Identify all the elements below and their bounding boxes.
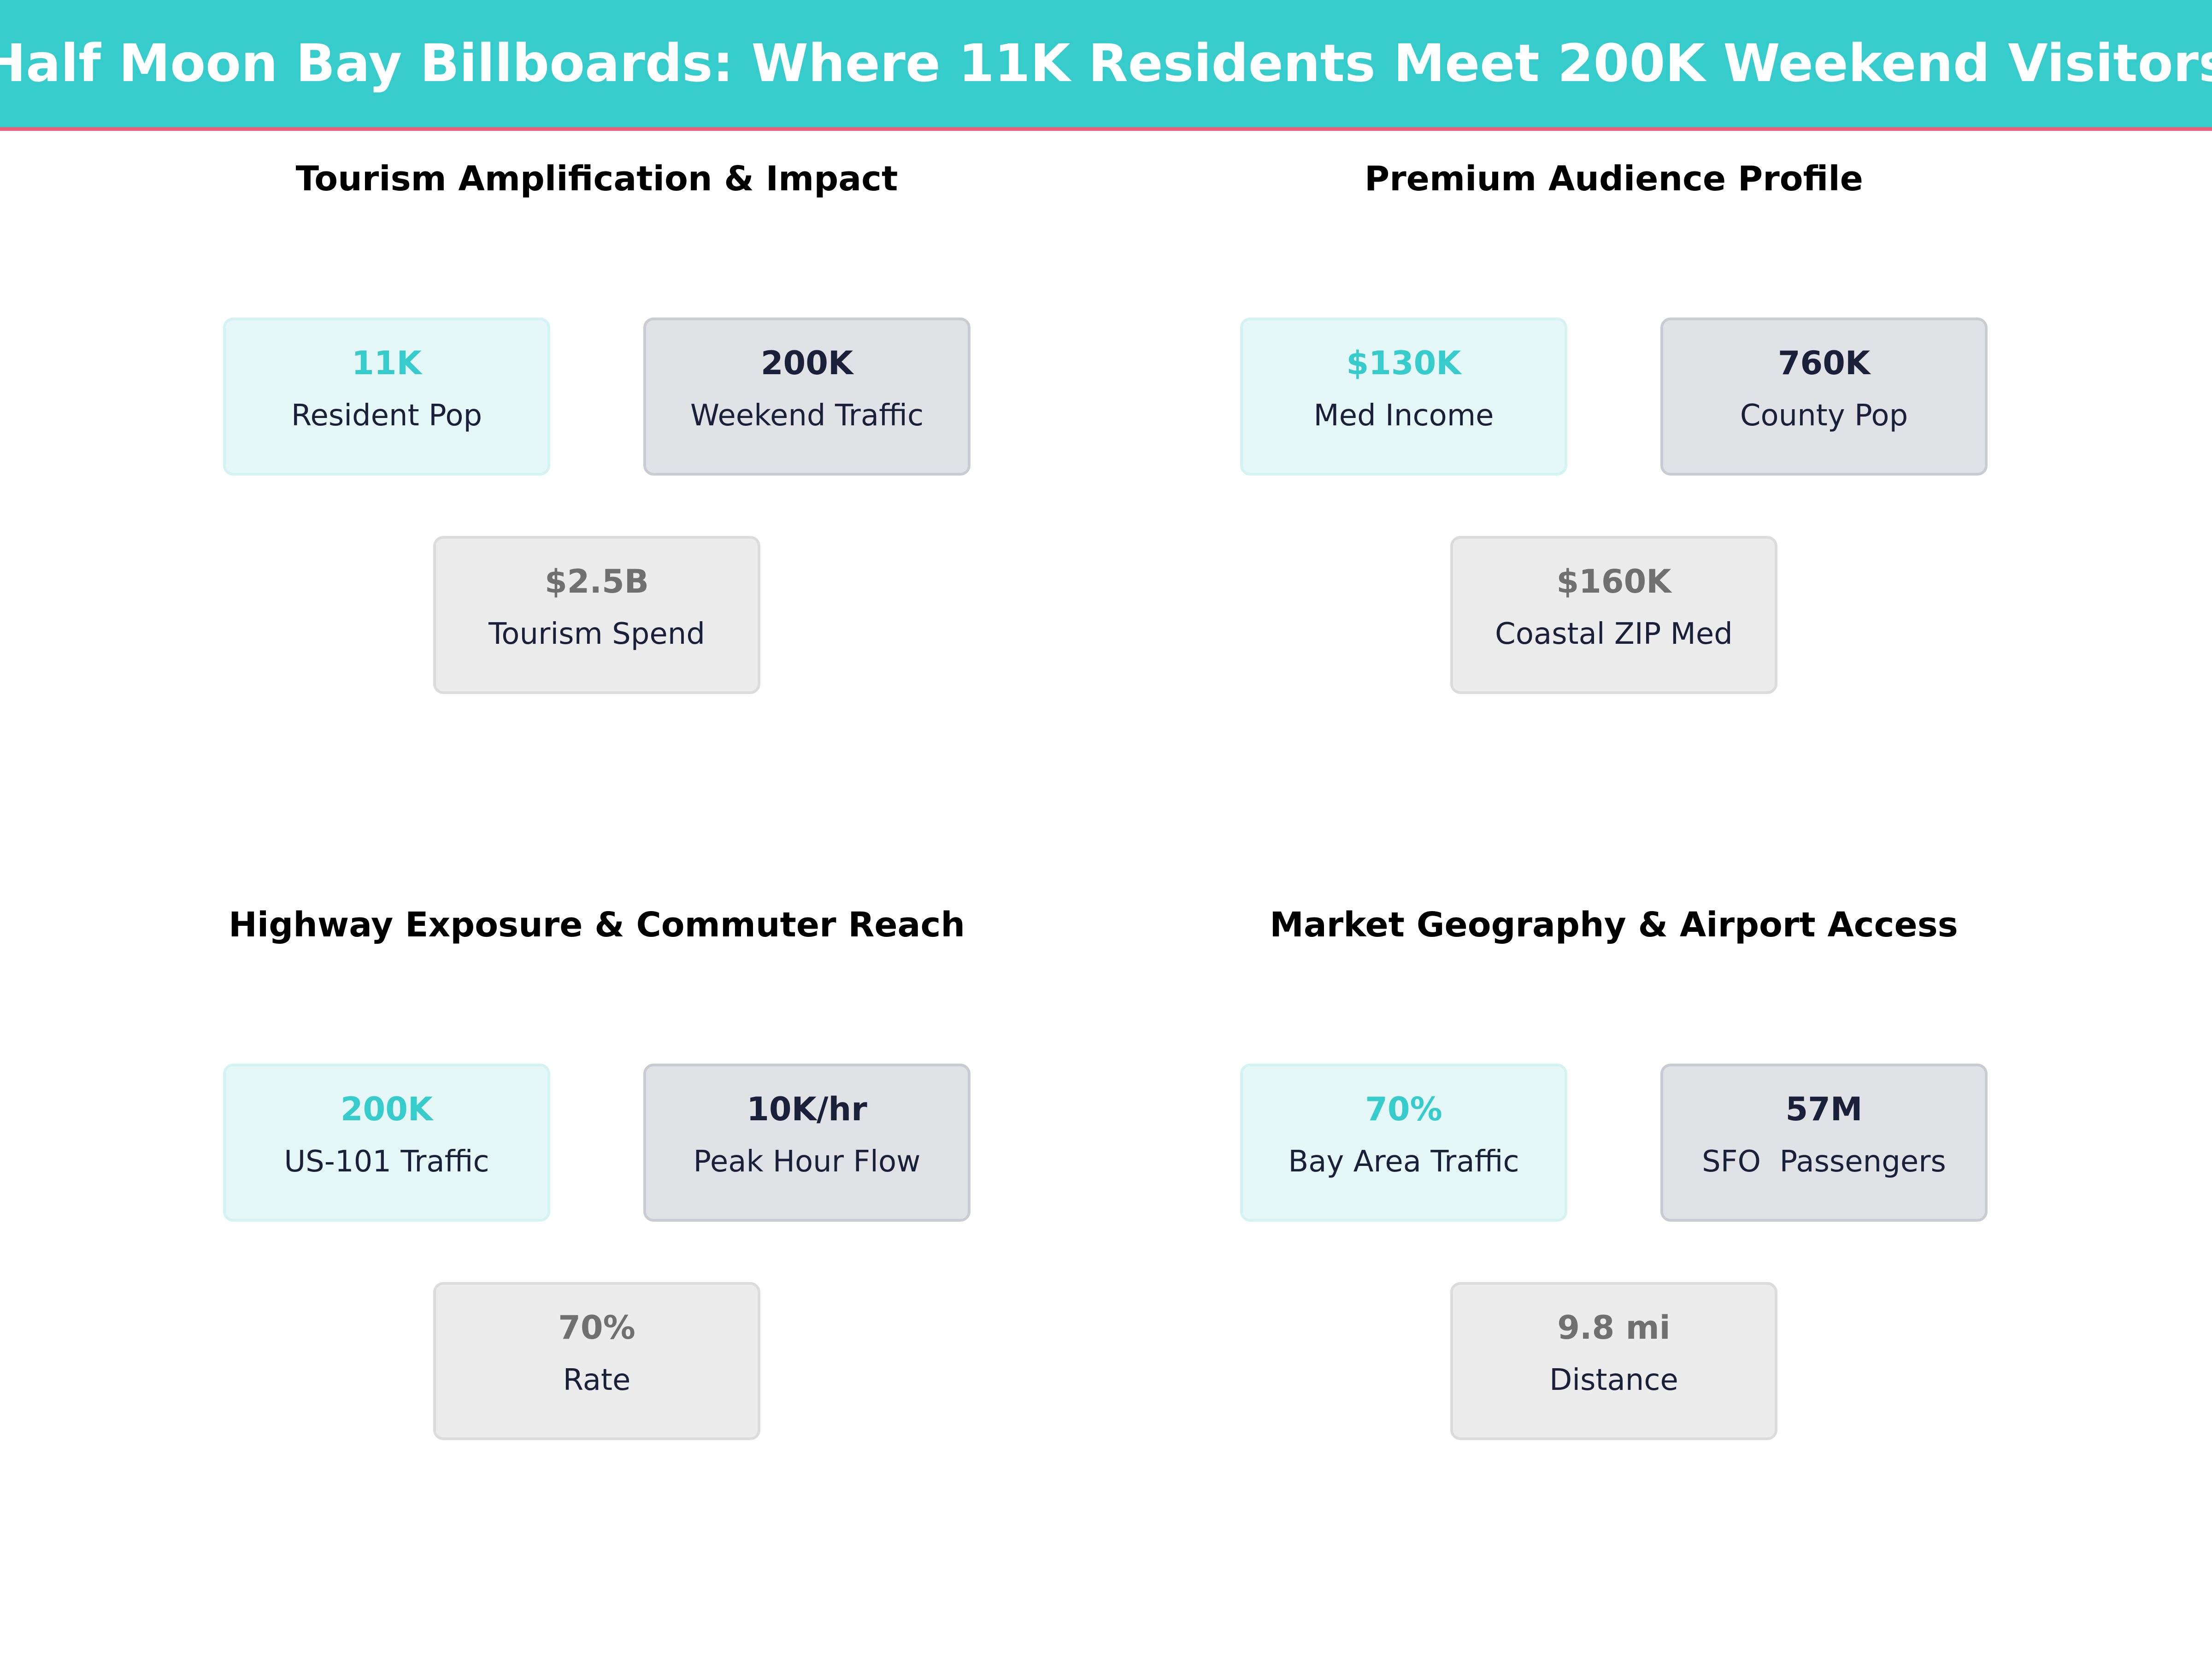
stat-label: US-101 Traffic (284, 1145, 489, 1179)
stat-label: Bay Area Traffic (1288, 1145, 1519, 1179)
stat-card-rate: 70% Rate (433, 1282, 760, 1440)
stat-card-med-income: $130K Med Income (1240, 318, 1567, 476)
stat-card-county-pop: 760K County Pop (1660, 318, 1988, 476)
stat-value: 760K (1777, 344, 1871, 382)
stat-label: Med Income (1313, 399, 1494, 433)
header-banner: Half Moon Bay Billboards: Where 11K Resi… (0, 0, 2212, 127)
stat-label: Distance (1549, 1363, 1678, 1397)
stat-label: Weekend Traffic (690, 399, 924, 433)
stat-card-tourism-spend: $2.5B Tourism Spend (433, 536, 760, 694)
stat-value: 11K (352, 344, 422, 382)
stat-label: Tourism Spend (488, 617, 705, 651)
stat-value: 200K (340, 1090, 433, 1128)
stat-card-sfo-passengers: 57M SFO Passengers (1660, 1064, 1988, 1222)
stat-card-distance: 9.8 mi Distance (1450, 1282, 1777, 1440)
page-title: Half Moon Bay Billboards: Where 11K Resi… (0, 34, 2212, 94)
stat-label: Coastal ZIP Med (1495, 617, 1733, 651)
stat-value: $130K (1346, 344, 1461, 382)
stat-value: $160K (1556, 563, 1671, 600)
header-accent-line (0, 127, 2212, 131)
stat-card-us101-traffic: 200K US-101 Traffic (223, 1064, 550, 1222)
stat-value: 70% (558, 1309, 635, 1347)
stat-value: 200K (760, 344, 853, 382)
stat-label: SFO Passengers (1702, 1145, 1946, 1179)
stat-card-bay-area-traffic: 70% Bay Area Traffic (1240, 1064, 1567, 1222)
stat-card-weekend-traffic: 200K Weekend Traffic (643, 318, 971, 476)
stat-value: 70% (1365, 1090, 1442, 1128)
stat-label: County Pop (1740, 399, 1908, 433)
stat-card-resident-pop: 11K Resident Pop (223, 318, 550, 476)
stat-card-coastal-zip-med: $160K Coastal ZIP Med (1450, 536, 1777, 694)
stat-value: $2.5B (544, 563, 649, 600)
stat-label: Rate (563, 1363, 631, 1397)
stat-label: Resident Pop (291, 399, 482, 433)
section-title-audience: Premium Audience Profile (1365, 159, 1863, 199)
stat-card-peak-hour-flow: 10K/hr Peak Hour Flow (643, 1064, 971, 1222)
section-title-tourism: Tourism Amplification & Impact (295, 159, 898, 199)
stat-value: 57M (1785, 1090, 1863, 1128)
stat-value: 9.8 mi (1557, 1309, 1671, 1347)
stat-value: 10K/hr (747, 1090, 867, 1128)
section-title-geography: Market Geography & Airport Access (1270, 905, 1958, 945)
section-title-highway: Highway Exposure & Commuter Reach (228, 905, 965, 945)
stat-label: Peak Hour Flow (693, 1145, 921, 1179)
